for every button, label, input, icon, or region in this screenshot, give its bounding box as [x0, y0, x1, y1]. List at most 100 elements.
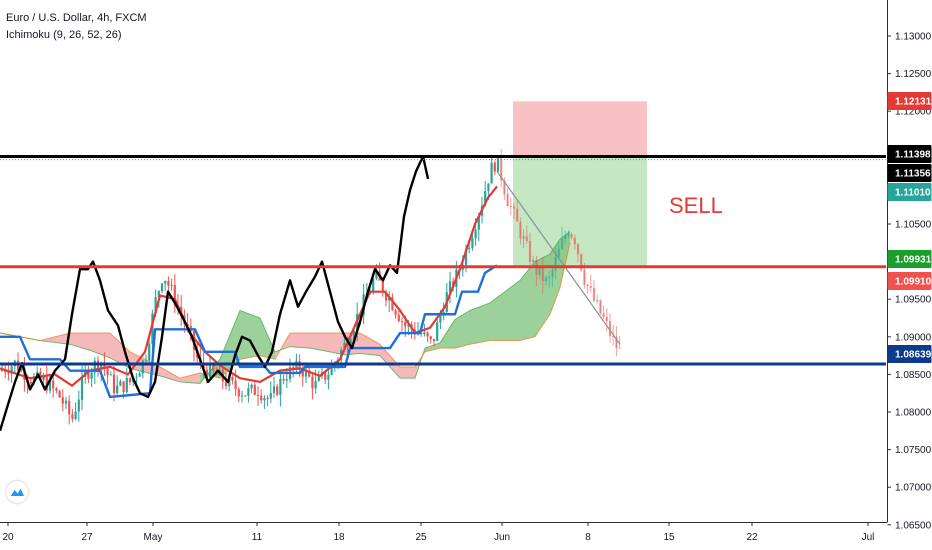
candle-body	[7, 372, 10, 374]
symbol-title[interactable]: Euro / U.S. Dollar, 4h, FXCM	[6, 12, 147, 24]
candle-body	[74, 411, 77, 419]
candle-body	[173, 285, 176, 306]
tradingview-logo-icon[interactable]	[6, 481, 28, 503]
candle-body	[506, 194, 509, 206]
time-tick-label: 18	[333, 532, 345, 543]
candle-body	[109, 374, 112, 376]
price-tag-label: 1.11356	[895, 169, 931, 180]
candle-body	[106, 368, 109, 376]
candle-body	[244, 395, 247, 397]
cloud-segment	[240, 310, 260, 360]
time-tick-label: 20	[2, 532, 14, 543]
candle-body	[151, 313, 154, 344]
candle-body	[87, 370, 90, 379]
candle-body	[381, 280, 384, 293]
candle-body	[64, 400, 68, 404]
candle-body	[487, 183, 490, 192]
candle-body	[144, 360, 148, 362]
candle-body	[0, 369, 4, 371]
time-tick-label: Jun	[494, 532, 510, 543]
price-tag-bg	[887, 250, 932, 268]
cloud-segment	[360, 333, 380, 356]
price-tag-bg	[887, 345, 932, 363]
candle-body	[375, 271, 378, 279]
cloud-segment	[425, 342, 440, 352]
cloud-segment	[400, 366, 415, 379]
price-tick-label: 1.08500	[895, 370, 932, 381]
candle-body	[448, 281, 452, 293]
candle-body	[509, 205, 512, 207]
candle-body	[122, 381, 125, 393]
candle-body	[384, 292, 388, 301]
candle-body	[282, 378, 285, 381]
candle-body	[119, 381, 122, 386]
candle-body	[90, 372, 93, 379]
candle-body	[580, 254, 583, 271]
time-tick-label: Jul	[862, 532, 875, 543]
candle-body	[103, 362, 106, 369]
candle-body	[141, 360, 144, 374]
candle-body	[512, 206, 516, 209]
time-tick-label: 22	[746, 532, 758, 543]
candle-body	[532, 259, 535, 262]
candle-body	[551, 269, 554, 278]
price-tick-label: 1.06500	[895, 520, 932, 531]
indicator-title[interactable]: Ichimoku (9, 26, 52, 26)	[6, 29, 122, 41]
candle-body	[468, 248, 471, 250]
cloud-segment	[70, 333, 90, 351]
candle-body	[464, 248, 468, 265]
candle-body	[493, 162, 496, 172]
candle-body	[154, 297, 157, 314]
candle-body	[432, 338, 436, 341]
lagging-span	[0, 155, 430, 432]
candle-body	[279, 378, 282, 395]
candle-body	[167, 280, 170, 286]
candle-body	[263, 398, 266, 401]
candle-body	[407, 324, 410, 327]
price-tick-label: 1.09500	[895, 295, 932, 306]
candle-body	[471, 238, 474, 249]
candle-body	[148, 343, 151, 361]
candle-body	[61, 397, 64, 404]
time-tick-label: 27	[81, 532, 93, 543]
price-tag: 1.11356	[887, 164, 932, 182]
candle-body	[212, 363, 215, 371]
candle-body	[343, 342, 346, 350]
candle-body	[349, 339, 352, 347]
candle-body	[538, 266, 541, 275]
candle-body	[570, 234, 573, 238]
sell-annotation: SELL	[669, 193, 723, 218]
price-tag: 1.08639	[887, 345, 932, 363]
base-line	[0, 264, 498, 399]
candle-body	[612, 335, 615, 337]
cloud-segment	[180, 372, 200, 384]
leading-span-b	[0, 242, 571, 379]
price-tick-label: 1.07000	[895, 483, 932, 494]
candle-body	[330, 365, 333, 375]
price-tag-label: 1.11010	[895, 188, 931, 199]
candle-body	[602, 313, 605, 317]
candle-body	[496, 155, 500, 172]
candle-body	[439, 315, 442, 323]
cloud-segment	[110, 333, 130, 369]
candle-body	[394, 310, 397, 315]
candle-body	[583, 270, 586, 285]
candle-body	[55, 388, 58, 391]
price-tick-label: 1.10500	[895, 220, 932, 231]
price-tick-label: 1.13000	[895, 32, 932, 43]
candle-body	[240, 395, 244, 397]
candle-body	[77, 399, 80, 412]
candle-body	[560, 238, 564, 249]
conversion-line	[0, 185, 498, 387]
candle-body	[605, 316, 608, 322]
candle-body	[500, 155, 503, 181]
candle-body	[256, 394, 260, 396]
cloud-segment	[290, 333, 310, 349]
price-tag-bg	[887, 145, 932, 163]
candle-body	[525, 236, 528, 241]
candle-body	[138, 373, 141, 377]
candle-body	[224, 381, 228, 387]
candle-body	[317, 375, 320, 381]
cloud-segment	[455, 310, 470, 349]
